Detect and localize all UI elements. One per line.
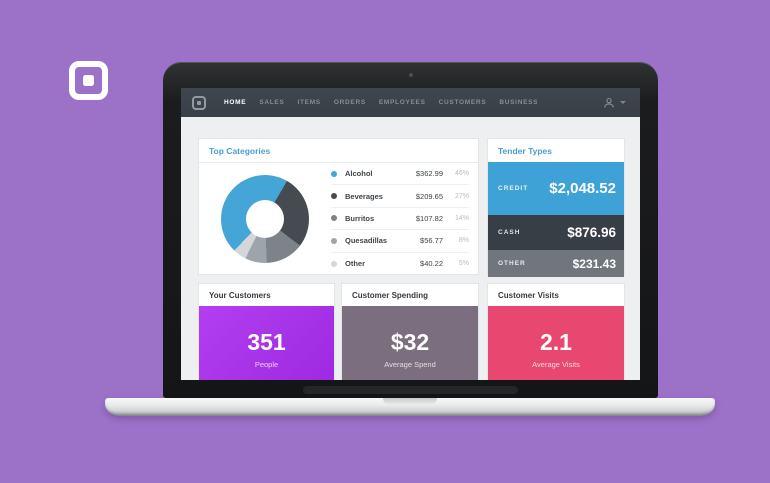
average-spend-label: Average Spend [384, 360, 436, 369]
tender-amount: $2,048.52 [549, 180, 616, 197]
tender-rows: CREDIT $2,048.52 CASH $876.96 OTHER $231.43 [488, 162, 624, 277]
your-customers-card: 351 People [199, 306, 334, 380]
legend-row-alcohol: Alcohol $362.99 46% [331, 163, 469, 186]
laptop-lid-notch [383, 398, 437, 405]
divider [199, 162, 478, 163]
average-visits-value: 2.1 [540, 329, 572, 355]
nav-item-employees[interactable]: EMPLOYEES [378, 99, 426, 106]
nav-item-business[interactable]: BUSINESS [499, 99, 539, 106]
webcam-icon [408, 73, 413, 77]
legend-percent: 27% [454, 192, 469, 200]
legend-dot-icon [331, 170, 337, 177]
tender-row-cash: CASH $876.96 [488, 215, 624, 250]
categories-legend: Alcohol $362.99 46% Beverages $209.65 27% Burr… [331, 163, 478, 275]
legend-dot-icon [331, 237, 337, 244]
legend-category: Alcohol [345, 169, 373, 179]
your-customers-panel: Your Customers 351 People [198, 283, 335, 380]
tender-types-panel: Tender Types CREDIT $2,048.52 CASH $876.96 O… [487, 138, 625, 277]
legend-amount: $107.82 [415, 213, 443, 223]
legend-row-other: Other $40.22 5% [331, 253, 469, 275]
legend-percent: 46% [454, 170, 469, 178]
nav-item-sales[interactable]: SALES [259, 99, 285, 106]
tender-row-other: OTHER $231.43 [488, 250, 624, 277]
legend-dot-icon [331, 215, 337, 222]
square-brand-logo [69, 61, 108, 100]
dashboard-content: Top Categories Alcohol $362.99 46% Beverage… [181, 117, 640, 380]
nav-items: HOME SALES ITEMS ORDERS EMPLOYEES CUSTOMERS BU… [224, 99, 603, 106]
legend-percent: 8% [458, 237, 469, 245]
laptop-hinge [303, 386, 518, 394]
legend-row-beverages: Beverages $209.65 27% [331, 185, 469, 208]
legend-percent: 5% [458, 260, 469, 268]
top-navbar: HOME SALES ITEMS ORDERS EMPLOYEES CUSTOMERS BU… [181, 88, 640, 117]
nav-item-home[interactable]: HOME [224, 99, 247, 106]
user-menu[interactable] [603, 97, 626, 109]
dashboard-screen: HOME SALES ITEMS ORDERS EMPLOYEES CUSTOMERS BU… [181, 88, 640, 380]
legend-amount: $209.65 [415, 191, 443, 201]
your-customers-title: Your Customers [209, 291, 271, 300]
legend-dot-icon [331, 193, 337, 200]
top-categories-panel: Top Categories Alcohol $362.99 46% Beverage… [198, 138, 479, 275]
laptop-bezel: HOME SALES ITEMS ORDERS EMPLOYEES CUSTOMERS BU… [163, 62, 658, 398]
nav-item-orders[interactable]: ORDERS [333, 99, 366, 106]
legend-category: Other [345, 259, 366, 269]
tender-label: OTHER [498, 260, 526, 267]
tender-amount: $231.43 [572, 256, 616, 271]
customer-visits-card: 2.1 Average Visits [488, 306, 624, 380]
customer-visits-panel: Customer Visits 2.1 Average Visits [487, 283, 625, 380]
average-visits-label: Average Visits [532, 360, 580, 369]
tender-row-credit: CREDIT $2,048.52 [488, 162, 624, 215]
nav-item-items[interactable]: ITEMS [297, 99, 321, 106]
legend-dot-icon [331, 260, 337, 267]
square-logo-icon[interactable] [192, 95, 206, 110]
tender-label: CREDIT [498, 185, 529, 192]
tender-amount: $876.96 [567, 225, 616, 240]
tender-types-title: Tender Types [498, 146, 553, 156]
customer-visits-title: Customer Visits [498, 291, 559, 300]
legend-percent: 14% [454, 214, 469, 222]
user-icon [604, 97, 614, 108]
nav-item-customers[interactable]: CUSTOMERS [438, 99, 487, 106]
customer-spending-panel: Customer Spending $32 Average Spend [341, 283, 479, 380]
customers-count-label: People [254, 360, 279, 369]
chevron-down-icon [620, 101, 626, 104]
top-categories-title: Top Categories [209, 146, 271, 156]
legend-category: Burritos [345, 213, 375, 223]
legend-category: Quesadillas [345, 236, 388, 246]
customers-count: 351 [247, 329, 286, 355]
average-spend-value: $32 [390, 329, 430, 355]
customer-spending-card: $32 Average Spend [342, 306, 478, 380]
categories-donut-chart [221, 175, 309, 263]
legend-row-burritos: Burritos $107.82 14% [331, 208, 469, 231]
tender-label: CASH [498, 229, 521, 236]
laptop-base [105, 398, 715, 416]
legend-amount: $40.22 [420, 259, 443, 269]
customer-spending-title: Customer Spending [352, 291, 429, 300]
legend-amount: $362.99 [415, 169, 443, 179]
legend-category: Beverages [345, 191, 383, 201]
legend-amount: $56.77 [420, 236, 443, 246]
legend-row-quesadillas: Quesadillas $56.77 8% [331, 230, 469, 253]
